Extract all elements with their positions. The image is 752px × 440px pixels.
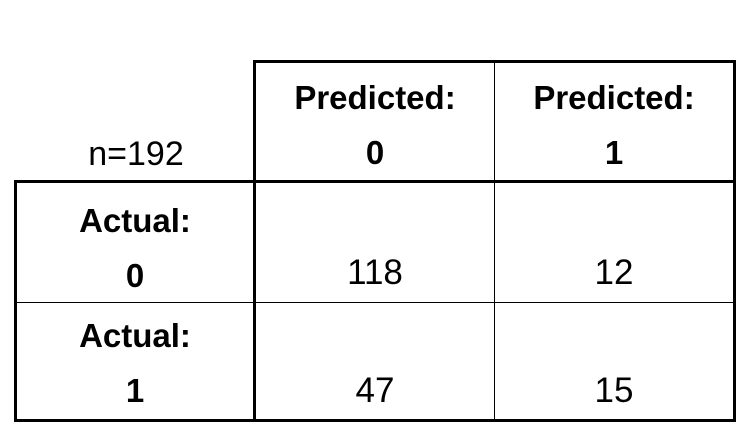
- column-header-predicted-0-value: 0: [365, 134, 385, 171]
- matrix-cell-value-actual-0-predicted-0: 118: [347, 253, 403, 292]
- table-divider-row: [15, 302, 735, 303]
- table-border-header-bottom: [14, 180, 736, 183]
- column-header-predicted-1-value: 1: [604, 134, 624, 171]
- matrix-cell: 12: [495, 183, 733, 301]
- row-header-actual-0: Actual: 0: [16, 193, 254, 303]
- row-header-actual-1-label: Actual:: [79, 317, 191, 354]
- sample-size-label: n=192: [88, 135, 184, 173]
- matrix-cell-value-actual-1-predicted-0: 47: [355, 371, 395, 410]
- matrix-cell: 15: [495, 303, 733, 419]
- column-header-predicted-1-label: Predicted:: [533, 79, 695, 116]
- matrix-cell: 118: [256, 183, 494, 301]
- table-border-right: [733, 60, 736, 422]
- matrix-cell-value-actual-1-predicted-1: 15: [594, 371, 634, 410]
- matrix-cell-value-actual-0-predicted-1: 12: [594, 253, 634, 292]
- table-border-row-header-right: [253, 60, 256, 422]
- row-header-actual-1-value: 1: [125, 372, 145, 409]
- table-border-left: [14, 180, 17, 422]
- row-header-actual-0-value: 0: [125, 257, 145, 294]
- table-divider-column: [494, 61, 495, 421]
- table-border-bottom: [14, 419, 736, 422]
- column-header-predicted-1: Predicted: 1: [495, 70, 733, 180]
- column-header-predicted-0-label: Predicted:: [294, 79, 456, 116]
- row-header-actual-0-label: Actual:: [79, 202, 191, 239]
- column-header-predicted-0: Predicted: 0: [256, 70, 494, 180]
- row-header-actual-1: Actual: 1: [16, 308, 254, 418]
- matrix-cell: 47: [256, 303, 494, 419]
